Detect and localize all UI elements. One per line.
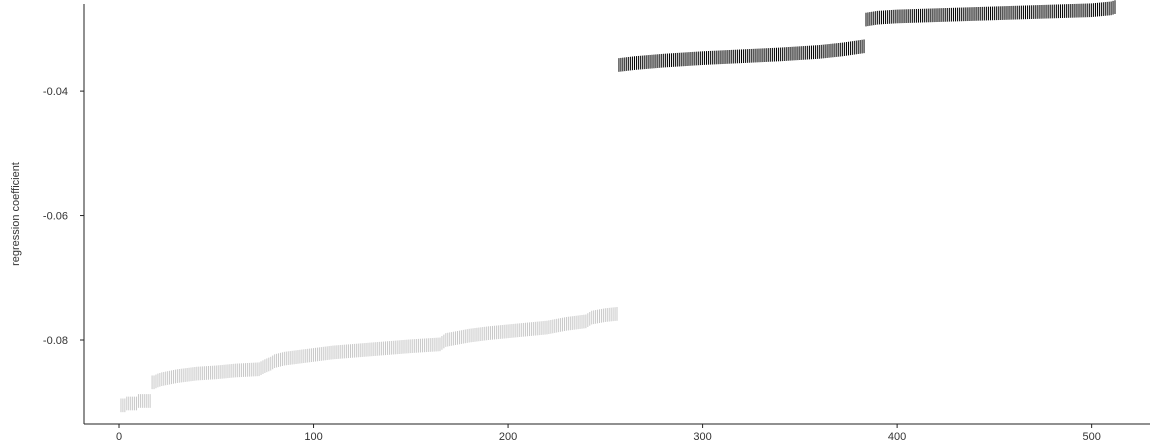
x-ticks: 0 100 200 300 400 500 [116, 424, 1101, 443]
y-ticks: -0.04 -0.06 -0.08 [43, 86, 84, 347]
x-tick-label: 200 [499, 431, 517, 442]
series-2 [618, 0, 1116, 72]
axes [83, 4, 1150, 425]
x-tick-label: 500 [1082, 431, 1100, 442]
x-tick-label: 0 [116, 431, 122, 442]
series-1 [120, 307, 618, 413]
y-tick-label: -0.08 [43, 335, 68, 347]
y-axis-title: regression coefficient [10, 162, 22, 266]
x-tick-label: 300 [693, 431, 711, 442]
y-tick-label: -0.06 [43, 211, 68, 223]
x-tick-label: 400 [888, 431, 906, 442]
series-layer [120, 0, 1116, 413]
y-tick-label: -0.04 [43, 86, 68, 98]
x-tick-label: 100 [304, 431, 322, 442]
